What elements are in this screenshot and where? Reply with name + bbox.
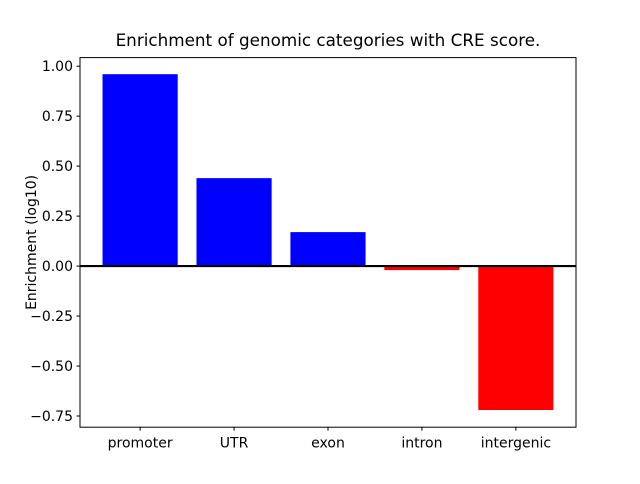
x-tick-label-intergenic: intergenic bbox=[481, 436, 551, 452]
bar-UTR bbox=[196, 178, 272, 267]
bar-intergenic bbox=[478, 266, 554, 411]
bar-exon bbox=[290, 232, 366, 267]
x-tick-label-intron: intron bbox=[401, 436, 442, 452]
y-tick-label: −0.50 bbox=[30, 359, 73, 375]
y-axis-label: Enrichment (log10) bbox=[24, 175, 40, 310]
bar-promoter bbox=[102, 74, 178, 267]
y-tick-label: −0.75 bbox=[30, 409, 73, 425]
y-tick-label: 0.00 bbox=[42, 259, 73, 275]
chart-title: Enrichment of genomic categories with CR… bbox=[116, 30, 541, 50]
x-tick-label-promoter: promoter bbox=[108, 436, 173, 452]
y-tick-label: 0.25 bbox=[42, 209, 73, 225]
y-tick-label: 1.00 bbox=[42, 59, 73, 75]
y-tick-label: 0.50 bbox=[42, 159, 73, 175]
y-tick-label: 0.75 bbox=[42, 109, 73, 125]
bar-intron bbox=[384, 266, 460, 271]
y-tick-label: −0.25 bbox=[30, 309, 73, 325]
x-tick-label-exon: exon bbox=[311, 436, 345, 452]
plot-area: 1.00 0.75 0.50 0.25 0.00 −0.25 −0.50 −0.75 promo… bbox=[30, 57, 577, 452]
x-tick-label-UTR: UTR bbox=[220, 436, 249, 452]
